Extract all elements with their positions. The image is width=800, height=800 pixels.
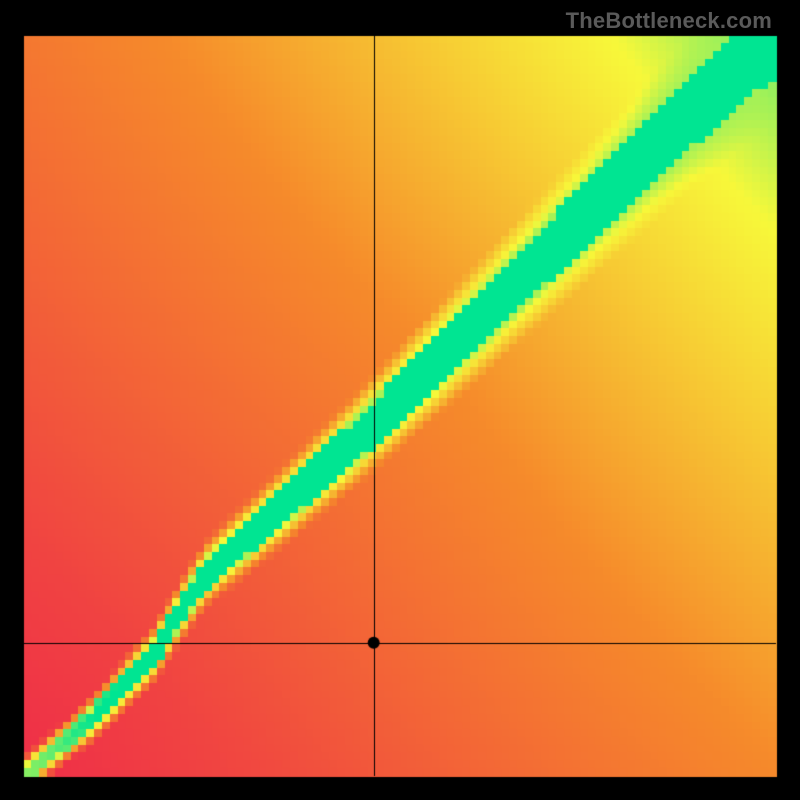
chart-container: TheBottleneck.com [0, 0, 800, 800]
watermark-label: TheBottleneck.com [566, 8, 772, 34]
bottleneck-heatmap [0, 0, 800, 800]
